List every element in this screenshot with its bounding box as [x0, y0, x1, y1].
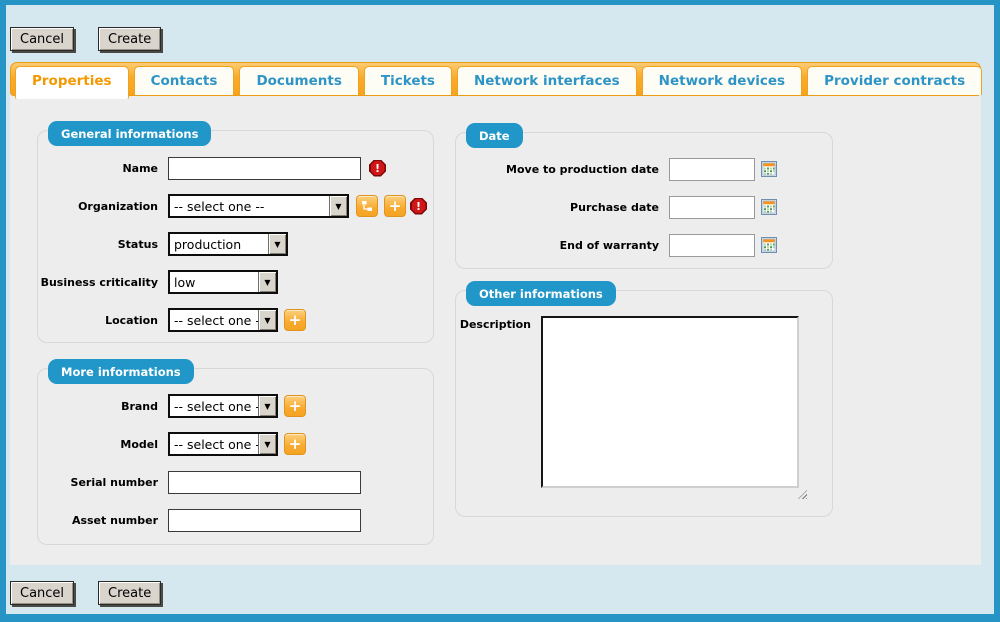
model-label: Model	[120, 437, 158, 451]
add-brand-button[interactable]: +	[284, 395, 306, 417]
end-of-warranty-input[interactable]	[669, 233, 755, 257]
field-row-model: Model -- select one -- ▼ +	[38, 425, 433, 463]
model-select[interactable]: -- select one -- ▼	[168, 432, 278, 456]
field-row-name: Name !	[38, 149, 433, 187]
add-model-button[interactable]: +	[284, 433, 306, 455]
plus-icon: +	[288, 434, 302, 453]
create-button[interactable]: Create	[98, 27, 162, 51]
browse-hierarchy-button[interactable]	[356, 195, 378, 217]
plus-icon: +	[288, 396, 302, 415]
field-row-move-to-production-date: Move to production date	[456, 150, 832, 188]
dropdown-arrow-icon[interactable]: ▼	[329, 196, 347, 216]
date-picker-button[interactable]	[761, 237, 777, 253]
dropdown-arrow-icon[interactable]: ▼	[258, 396, 276, 416]
section-title-date: Date	[466, 123, 523, 148]
calendar-icon	[761, 161, 777, 177]
organization-label: Organization	[78, 199, 158, 213]
add-organization-button[interactable]: +	[384, 195, 406, 217]
field-row-end-of-warranty: End of warranty	[456, 226, 832, 264]
asset-number-label: Asset number	[71, 513, 158, 527]
calendar-icon	[761, 237, 777, 253]
field-row-location: Location -- select one -- ▼ +	[38, 301, 433, 339]
business-criticality-label: Business criticality	[40, 275, 158, 289]
date-picker-button[interactable]	[761, 161, 777, 177]
field-row-purchase-date: Purchase date	[456, 188, 832, 226]
dropdown-arrow-icon[interactable]: ▼	[258, 434, 276, 454]
section-title-general: General informations	[48, 121, 212, 146]
tab-bar: Properties Contacts Documents Tickets Ne…	[10, 62, 983, 99]
description-textarea[interactable]	[541, 316, 799, 488]
description-label: Description	[459, 318, 531, 331]
mandatory-icon: !	[369, 159, 386, 177]
business-criticality-select[interactable]: low ▼	[168, 270, 278, 294]
tab-provider-contracts[interactable]: Provider contracts	[807, 66, 983, 95]
dropdown-arrow-icon[interactable]: ▼	[258, 310, 276, 330]
brand-select[interactable]: -- select one -- ▼	[168, 394, 278, 418]
tab-network-devices[interactable]: Network devices	[641, 66, 803, 95]
move-to-production-date-input[interactable]	[669, 157, 755, 181]
top-toolbar: Cancel Create	[10, 27, 162, 51]
add-location-button[interactable]: +	[284, 309, 306, 331]
organization-select[interactable]: -- select one -- ▼	[168, 194, 349, 218]
status-select[interactable]: production ▼	[168, 232, 288, 256]
section-general-informations: General informations Name ! Organization…	[37, 121, 434, 343]
section-date: Date Move to production date Purchase da…	[455, 123, 833, 269]
location-select[interactable]: -- select one -- ▼	[168, 308, 278, 332]
cancel-button[interactable]: Cancel	[10, 27, 75, 51]
cancel-button[interactable]: Cancel	[10, 581, 75, 605]
resize-handle[interactable]	[798, 490, 807, 499]
section-more-informations: More informations Brand -- select one --…	[37, 359, 434, 545]
field-row-brand: Brand -- select one -- ▼ +	[38, 387, 433, 425]
location-label: Location	[105, 313, 158, 327]
plus-icon: +	[288, 310, 302, 329]
field-row-organization: Organization -- select one -- ▼ + !	[38, 187, 433, 225]
plus-icon: +	[388, 196, 402, 215]
asset-number-input[interactable]	[168, 508, 361, 532]
status-label: Status	[117, 237, 158, 251]
name-input[interactable]	[168, 156, 361, 180]
tab-documents[interactable]: Documents	[239, 66, 359, 95]
tab-properties[interactable]: Properties	[15, 66, 129, 99]
date-picker-button[interactable]	[761, 199, 777, 215]
tab-contacts[interactable]: Contacts	[133, 66, 235, 95]
calendar-icon	[761, 199, 777, 215]
end-of-warranty-label: End of warranty	[559, 238, 659, 252]
mandatory-icon: !	[410, 197, 427, 215]
serial-number-label: Serial number	[70, 475, 158, 489]
field-row-serial-number: Serial number	[38, 463, 433, 501]
section-title-more: More informations	[48, 359, 194, 384]
brand-label: Brand	[121, 399, 158, 413]
field-row-business-criticality: Business criticality low ▼	[38, 263, 433, 301]
section-other-informations: Other informations Description	[455, 281, 833, 517]
purchase-date-input[interactable]	[669, 195, 755, 219]
section-title-other: Other informations	[466, 281, 616, 306]
create-button[interactable]: Create	[98, 581, 162, 605]
tab-network-interfaces[interactable]: Network interfaces	[456, 66, 637, 95]
purchase-date-label: Purchase date	[570, 200, 659, 214]
field-row-asset-number: Asset number	[38, 501, 433, 539]
field-row-status: Status production ▼	[38, 225, 433, 263]
dropdown-arrow-icon[interactable]: ▼	[258, 272, 276, 292]
move-to-production-date-label: Move to production date	[506, 162, 659, 176]
tab-tickets[interactable]: Tickets	[363, 66, 452, 95]
name-label: Name	[122, 161, 158, 175]
bottom-toolbar: Cancel Create	[10, 581, 162, 605]
hierarchy-icon	[362, 201, 372, 211]
serial-number-input[interactable]	[168, 470, 361, 494]
dropdown-arrow-icon[interactable]: ▼	[268, 234, 286, 254]
field-row-description: Description	[456, 316, 832, 488]
